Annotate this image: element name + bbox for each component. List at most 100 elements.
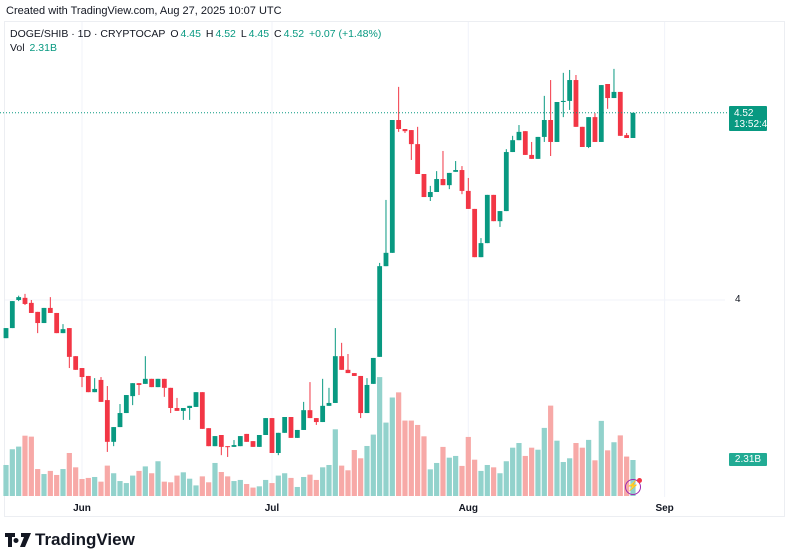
x-tick-label: Aug xyxy=(459,503,478,514)
volume-bar xyxy=(294,486,300,496)
volume-bar xyxy=(624,456,630,496)
volume-bar xyxy=(193,485,199,496)
chart-legend: DOGE/SHIB · 1D · CRYPTOCAP O 4.45 H 4.52 L… xyxy=(10,27,383,55)
volume-bar xyxy=(478,470,484,496)
candle-body xyxy=(3,328,9,339)
volume-bar xyxy=(529,447,535,496)
volume-bar xyxy=(218,472,224,496)
candle-body xyxy=(294,429,300,438)
candle-body xyxy=(478,243,484,258)
volume-bar xyxy=(136,470,142,496)
volume-bar xyxy=(586,439,592,496)
candle-body xyxy=(440,179,446,186)
candle-body xyxy=(180,408,186,411)
volume-bar xyxy=(155,461,161,496)
candle-body xyxy=(47,307,53,313)
candle-body xyxy=(573,80,579,127)
volume-bar xyxy=(206,482,212,496)
candle-body xyxy=(415,144,421,174)
candle-body xyxy=(522,131,528,155)
low-value: 4.45 xyxy=(248,28,270,40)
volume-bar xyxy=(54,474,60,496)
candle-body xyxy=(529,154,535,159)
volume-bar xyxy=(130,475,136,496)
candle-body xyxy=(510,140,516,153)
volume-bar xyxy=(415,424,421,496)
volume-bar xyxy=(320,467,326,496)
volume-bar xyxy=(66,452,72,496)
candle-body xyxy=(503,152,509,212)
volume-bar xyxy=(174,475,180,496)
volume-bar xyxy=(465,436,471,496)
candle-body xyxy=(339,356,345,370)
candle-body xyxy=(225,446,231,448)
candle-body xyxy=(402,129,408,132)
candle-body xyxy=(630,112,636,138)
volume-bar xyxy=(47,470,53,496)
last-price: 4.52 xyxy=(734,108,754,119)
volume-bar xyxy=(9,449,15,496)
candle-body xyxy=(548,120,554,142)
volume-bar xyxy=(35,469,41,496)
candle-body xyxy=(174,408,180,411)
candle-body xyxy=(142,378,148,384)
volume-bar xyxy=(516,443,522,496)
volume-bar xyxy=(510,447,516,496)
candle-body xyxy=(66,328,72,357)
volume-bar xyxy=(180,472,186,496)
candle-body xyxy=(288,417,294,438)
created-with-note: Created with TradingView.com, Aug 27, 20… xyxy=(6,5,282,17)
candle-body xyxy=(136,383,142,385)
lightning-icon[interactable]: ⚡ xyxy=(625,478,642,495)
candle-body xyxy=(92,388,98,393)
candle-body xyxy=(155,378,161,388)
candle-body xyxy=(383,252,389,267)
volume-bar xyxy=(16,446,22,496)
candle-body xyxy=(598,85,604,142)
change-value: +0.07 (+1.48%) xyxy=(308,28,382,40)
volume-bar xyxy=(41,474,47,496)
symbol-info[interactable]: DOGE/SHIB · 1D · CRYPTOCAP xyxy=(10,28,166,40)
volume-bar xyxy=(199,476,205,496)
notification-dot xyxy=(637,478,642,483)
volume-bar xyxy=(503,461,509,496)
candle-body xyxy=(269,418,275,453)
volume-bar xyxy=(592,460,598,496)
candle-body xyxy=(60,329,66,334)
volume-bar xyxy=(408,420,414,496)
volume-bar xyxy=(484,464,490,496)
volume-bar xyxy=(617,435,623,496)
volume-bar xyxy=(339,465,345,496)
volume-bar xyxy=(383,422,389,496)
candle-body xyxy=(212,436,218,447)
volume-bar xyxy=(579,447,585,496)
volume-bar xyxy=(85,477,91,496)
candle-body xyxy=(459,170,465,191)
tradingview-logo[interactable]: TradingView xyxy=(5,530,135,550)
volume-bar xyxy=(427,469,433,496)
x-tick-label: Sep xyxy=(655,503,673,514)
candle-body xyxy=(491,194,497,222)
volume-bar xyxy=(377,377,383,496)
candle-body xyxy=(465,190,471,209)
volume-bar xyxy=(396,392,402,496)
chart-frame xyxy=(4,21,785,517)
candle-body xyxy=(206,428,212,447)
volume-bar xyxy=(522,455,528,496)
candle-body xyxy=(427,192,433,198)
candle-body xyxy=(320,405,326,423)
candle-body xyxy=(149,378,155,388)
bar-countdown: 13:52:47 xyxy=(734,119,773,130)
candle-body xyxy=(611,91,617,99)
candle-body xyxy=(117,413,123,428)
volume-bar xyxy=(237,479,243,496)
last-price-badge: 4.52 13:52:47 xyxy=(729,106,773,131)
candle-body xyxy=(250,441,256,447)
volume-bar xyxy=(358,458,364,496)
volume-bar xyxy=(554,440,560,496)
candle-body xyxy=(358,375,364,414)
volume-bar xyxy=(60,469,66,496)
candle-body xyxy=(218,435,224,447)
volume-bar xyxy=(440,446,446,496)
